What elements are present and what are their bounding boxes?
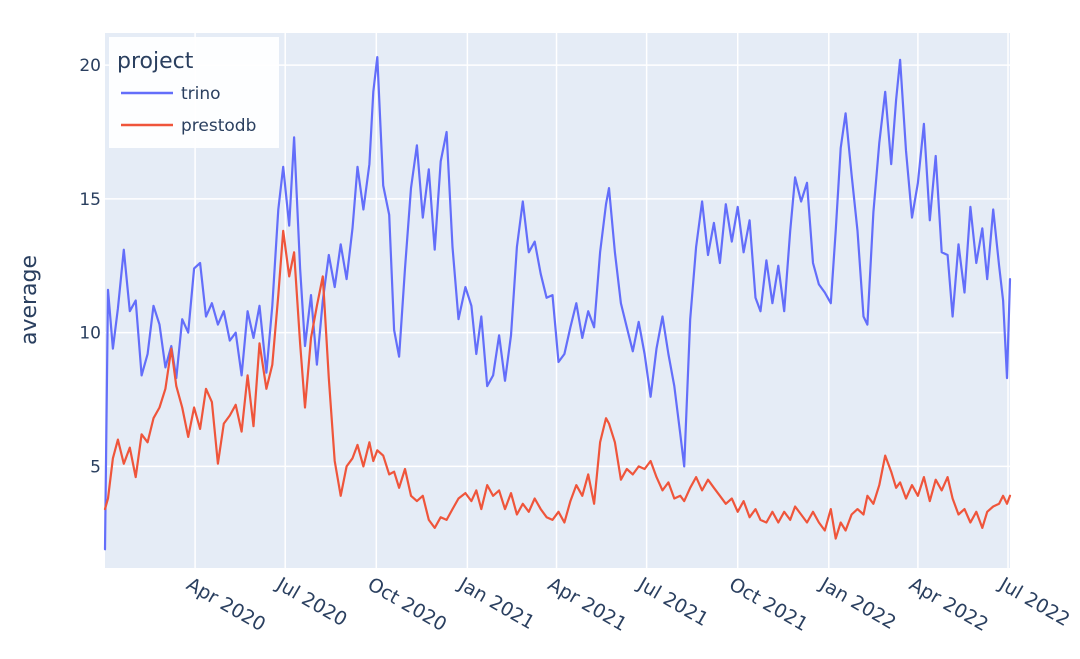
x-tick-label: Jul 2022	[995, 573, 1074, 631]
x-axis-ticks: Apr 2020 Jul 2020 Oct 2020 Jan 2021 Apr 2021…	[183, 573, 1074, 636]
x-tick-label: Apr 2022	[905, 573, 992, 636]
x-tick-label: Apr 2021	[544, 573, 631, 636]
y-axis-ticks: 5 10 15 20	[79, 56, 101, 477]
x-tick-label: Jan 2022	[815, 573, 899, 634]
legend[interactable]: project trino prestodb	[109, 37, 279, 148]
x-tick-label: Oct 2020	[364, 573, 451, 636]
series-line-prestodb	[103, 229, 1012, 540]
x-tick-label: Oct 2021	[725, 573, 812, 636]
legend-label-trino: trino	[181, 84, 221, 104]
legend-title: project	[117, 49, 194, 74]
y-tick-label: 5	[90, 457, 101, 477]
x-tick-label: Apr 2020	[183, 573, 270, 636]
x-tick-label: Jul 2021	[633, 573, 712, 631]
x-tick-label: Jul 2020	[272, 573, 351, 631]
legend-label-prestodb: prestodb	[181, 116, 256, 136]
y-axis-title: average	[17, 255, 42, 345]
y-tick-label: 15	[79, 190, 101, 210]
y-tick-label: 20	[79, 56, 101, 76]
legend-items: trino prestodb	[121, 84, 256, 136]
x-tick-label: Jan 2021	[454, 573, 538, 634]
series-line-trino	[103, 55, 1012, 551]
grid-lines	[105, 33, 1010, 568]
series-lines	[103, 55, 1012, 551]
y-tick-label: 10	[79, 324, 101, 344]
